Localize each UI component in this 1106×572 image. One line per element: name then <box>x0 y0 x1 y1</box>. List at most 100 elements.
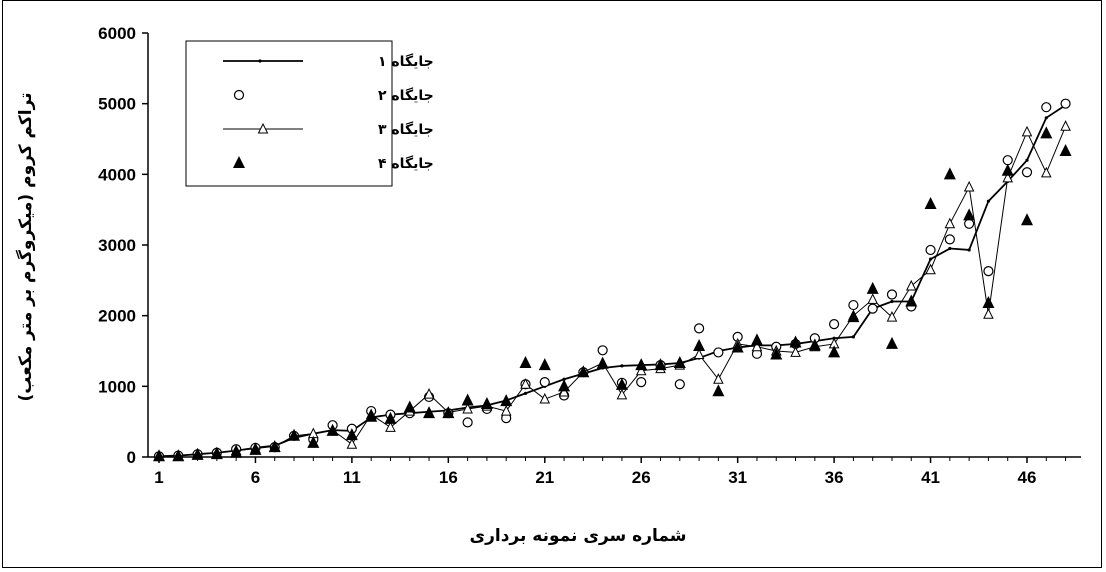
data-point <box>967 248 971 252</box>
legend-label-3: جایگاه ۳ <box>378 121 434 138</box>
data-point <box>1021 167 1033 178</box>
data-point <box>673 356 686 369</box>
data-point <box>403 400 416 413</box>
data-point <box>925 244 936 256</box>
data-point <box>326 423 339 436</box>
data-point <box>384 411 397 424</box>
legend-label-1: جایگاه ۱ <box>378 53 434 70</box>
series-layer <box>153 98 1072 462</box>
data-point <box>1040 126 1053 139</box>
y-tick-label: 5000 <box>98 95 136 114</box>
legend-label-2: جایگاه ۲ <box>378 87 434 104</box>
data-point <box>964 218 975 229</box>
data-point <box>731 340 744 353</box>
data-point <box>905 279 917 291</box>
data-point <box>674 379 685 390</box>
data-point <box>385 421 396 432</box>
data-point <box>963 208 976 221</box>
data-point <box>1002 155 1013 166</box>
data-point <box>944 234 955 245</box>
legend: جایگاه ۱ جایگاه ۲ جایگاه ۳ جایگاه ۴ <box>185 40 434 187</box>
x-tick-label: 16 <box>439 468 458 487</box>
data-point <box>983 266 994 277</box>
data-point <box>539 392 551 404</box>
data-point <box>635 358 648 371</box>
data-point <box>461 393 474 406</box>
data-point <box>751 340 763 352</box>
data-point <box>790 346 801 357</box>
legend-box <box>185 40 393 187</box>
y-tick-label: 0 <box>127 448 136 467</box>
data-point <box>172 449 185 462</box>
data-point <box>307 435 320 448</box>
y-tick-label: 3000 <box>98 236 136 255</box>
x-tick-label: 6 <box>251 468 260 487</box>
data-point <box>558 385 570 397</box>
data-point <box>890 299 894 304</box>
data-point <box>750 333 763 346</box>
legend-label-4: جایگاه ۴ <box>378 155 434 172</box>
data-point <box>153 449 165 462</box>
data-point <box>1060 98 1071 109</box>
data-point <box>1040 166 1052 178</box>
data-point <box>616 388 628 400</box>
data-point <box>1060 120 1071 131</box>
data-point <box>654 358 667 371</box>
data-point <box>924 197 937 210</box>
data-point <box>191 447 204 460</box>
data-point <box>943 167 956 180</box>
data-point <box>480 397 493 409</box>
data-point <box>230 445 243 458</box>
data-point <box>500 404 512 416</box>
x-tick-label: 31 <box>728 468 747 487</box>
data-point <box>1002 171 1014 183</box>
data-point <box>268 440 281 453</box>
data-point <box>539 376 550 388</box>
data-point <box>693 348 705 360</box>
data-point <box>848 299 859 311</box>
data-point <box>828 345 841 358</box>
data-point <box>288 428 301 441</box>
data-point <box>1041 102 1052 113</box>
data-point <box>829 319 840 330</box>
data-point <box>596 356 609 369</box>
data-point <box>712 384 725 397</box>
x-tick-label: 46 <box>1018 468 1037 487</box>
data-point <box>346 438 358 449</box>
data-point <box>866 281 879 294</box>
series-4 <box>153 126 1072 462</box>
data-point <box>635 364 647 376</box>
data-point <box>523 391 528 395</box>
legend-marker-4 <box>233 156 245 168</box>
data-point <box>562 377 566 381</box>
data-point <box>928 257 933 261</box>
data-point <box>1001 163 1014 176</box>
data-point <box>886 289 898 300</box>
data-point <box>1021 125 1033 137</box>
x-tick-label: 41 <box>921 468 940 487</box>
x-tick-label: 1 <box>154 468 163 487</box>
data-point <box>538 358 551 371</box>
data-point <box>1044 116 1048 120</box>
data-point <box>442 406 455 419</box>
data-point <box>636 376 647 388</box>
data-point <box>519 356 532 369</box>
data-point <box>1025 158 1029 162</box>
data-point <box>982 295 995 308</box>
y-tick-label: 2000 <box>98 307 136 326</box>
data-point <box>867 303 878 314</box>
x-tick-label: 26 <box>632 468 651 487</box>
x-tick-label: 11 <box>343 468 361 487</box>
data-point <box>577 365 590 378</box>
data-point <box>345 428 358 441</box>
data-point <box>867 293 878 304</box>
data-point <box>983 308 994 319</box>
data-point <box>770 347 783 360</box>
data-point <box>423 387 435 399</box>
data-point <box>1059 144 1072 157</box>
legend-marker-3 <box>257 122 269 134</box>
data-point <box>885 336 898 349</box>
x-axis-title: شماره سری نمونه برداری <box>470 526 687 546</box>
